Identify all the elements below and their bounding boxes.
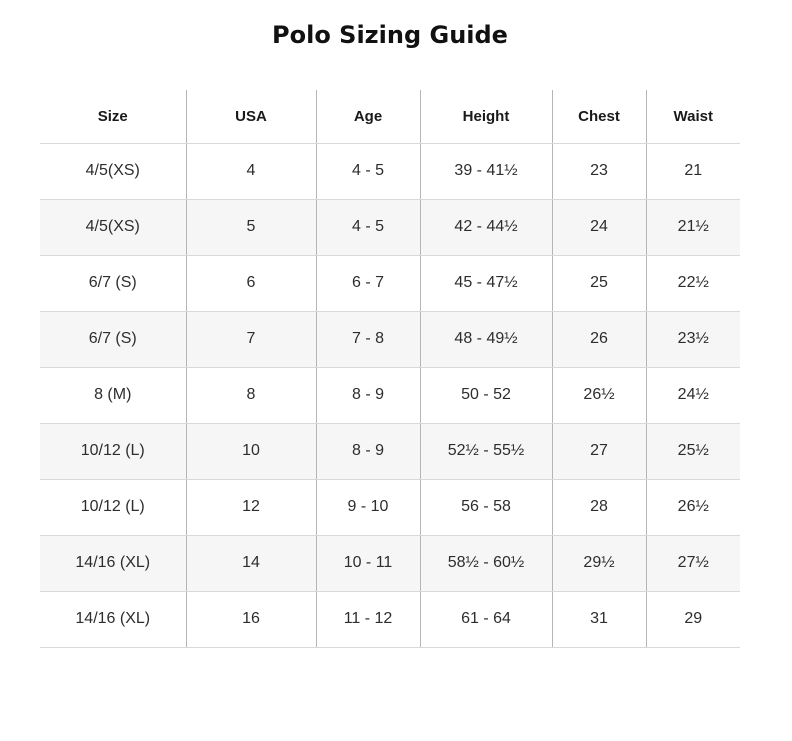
table-cell: 31 bbox=[551, 591, 646, 648]
table-cell: 26 bbox=[551, 311, 646, 368]
table-cell: 10 bbox=[185, 423, 316, 480]
table-row: 6/7 (S) 6 6 - 7 45 - 47½ 25 22½ bbox=[40, 255, 740, 312]
table-cell: 58½ - 60½ bbox=[419, 535, 552, 592]
table-cell: 48 - 49½ bbox=[419, 311, 552, 368]
table-cell: 21 bbox=[645, 143, 740, 200]
table-cell: 10/12 (L) bbox=[40, 479, 186, 536]
table-cell: 56 - 58 bbox=[419, 479, 552, 536]
table-cell: 10 - 11 bbox=[315, 535, 420, 592]
table-cell: 6/7 (S) bbox=[40, 311, 186, 368]
table-cell: 28 bbox=[551, 479, 646, 536]
table-cell: 8 bbox=[185, 367, 316, 424]
table-row: 14/16 (XL) 14 10 - 11 58½ - 60½ 29½ 27½ bbox=[40, 535, 740, 592]
page-title: Polo Sizing Guide bbox=[272, 21, 508, 49]
table-cell: 52½ - 55½ bbox=[419, 423, 552, 480]
table-cell: 4 bbox=[185, 143, 316, 200]
table-cell: 16 bbox=[185, 591, 316, 648]
sizing-guide-page: Polo Sizing Guide Size USA Age Height Chest W… bbox=[0, 20, 792, 648]
table-cell: 27½ bbox=[645, 535, 740, 592]
table-cell: 42 - 44½ bbox=[419, 199, 552, 256]
table-cell: 29½ bbox=[551, 535, 646, 592]
table-cell: 27 bbox=[551, 423, 646, 480]
table-cell: 6 bbox=[185, 255, 316, 312]
table-row: 4/5(XS) 5 4 - 5 42 - 44½ 24 21½ bbox=[40, 199, 740, 256]
table-cell: 24½ bbox=[645, 367, 740, 424]
table-cell: 61 - 64 bbox=[419, 591, 552, 648]
table-cell: 23 bbox=[551, 143, 646, 200]
table-cell: 6 - 7 bbox=[315, 255, 420, 312]
table-row: 10/12 (L) 10 8 - 9 52½ - 55½ 27 25½ bbox=[40, 423, 740, 480]
table-cell: 8 - 9 bbox=[315, 367, 420, 424]
table-cell: 4/5(XS) bbox=[40, 143, 186, 200]
table-cell: 7 - 8 bbox=[315, 311, 420, 368]
table-cell: 23½ bbox=[645, 311, 740, 368]
table-cell: 4 - 5 bbox=[315, 143, 420, 200]
table-cell: 22½ bbox=[645, 255, 740, 312]
table-cell: 4 - 5 bbox=[315, 199, 420, 256]
table-cell: 21½ bbox=[645, 199, 740, 256]
table-cell: 14/16 (XL) bbox=[40, 591, 186, 648]
table-cell: 50 - 52 bbox=[419, 367, 552, 424]
column-header: Waist bbox=[645, 90, 740, 144]
table-cell: 4/5(XS) bbox=[40, 199, 186, 256]
table-cell: 12 bbox=[185, 479, 316, 536]
table-cell: 10/12 (L) bbox=[40, 423, 186, 480]
column-header: USA bbox=[185, 90, 316, 144]
table-cell: 8 (M) bbox=[40, 367, 186, 424]
table-cell: 14 bbox=[185, 535, 316, 592]
table-header-row: Size USA Age Height Chest Waist bbox=[40, 90, 740, 144]
table-cell: 39 - 41½ bbox=[419, 143, 552, 200]
table-cell: 14/16 (XL) bbox=[40, 535, 186, 592]
table-cell: 5 bbox=[185, 199, 316, 256]
table-body: 4/5(XS) 4 4 - 5 39 - 41½ 23 21 4/5(XS) 5 4 - 5 42… bbox=[40, 143, 740, 648]
table-cell: 26½ bbox=[645, 479, 740, 536]
table-cell: 8 - 9 bbox=[315, 423, 420, 480]
table-cell: 45 - 47½ bbox=[419, 255, 552, 312]
sizing-table: Size USA Age Height Chest Waist 4/5(XS) 4 4 - 5… bbox=[40, 90, 740, 648]
table-cell: 9 - 10 bbox=[315, 479, 420, 536]
table-cell: 25½ bbox=[645, 423, 740, 480]
table-cell: 25 bbox=[551, 255, 646, 312]
table-row: 8 (M) 8 8 - 9 50 - 52 26½ 24½ bbox=[40, 367, 740, 424]
table-cell: 29 bbox=[645, 591, 740, 648]
table-cell: 24 bbox=[551, 199, 646, 256]
column-header: Size bbox=[40, 90, 186, 144]
table-row: 14/16 (XL) 16 11 - 12 61 - 64 31 29 bbox=[40, 591, 740, 648]
table-row: 10/12 (L) 12 9 - 10 56 - 58 28 26½ bbox=[40, 479, 740, 536]
column-header: Age bbox=[315, 90, 420, 144]
table-cell: 6/7 (S) bbox=[40, 255, 186, 312]
table-row: 4/5(XS) 4 4 - 5 39 - 41½ 23 21 bbox=[40, 143, 740, 200]
table-row: 6/7 (S) 7 7 - 8 48 - 49½ 26 23½ bbox=[40, 311, 740, 368]
column-header: Chest bbox=[551, 90, 646, 144]
table-cell: 7 bbox=[185, 311, 316, 368]
table-cell: 26½ bbox=[551, 367, 646, 424]
column-header: Height bbox=[419, 90, 552, 144]
table-cell: 11 - 12 bbox=[315, 591, 420, 648]
